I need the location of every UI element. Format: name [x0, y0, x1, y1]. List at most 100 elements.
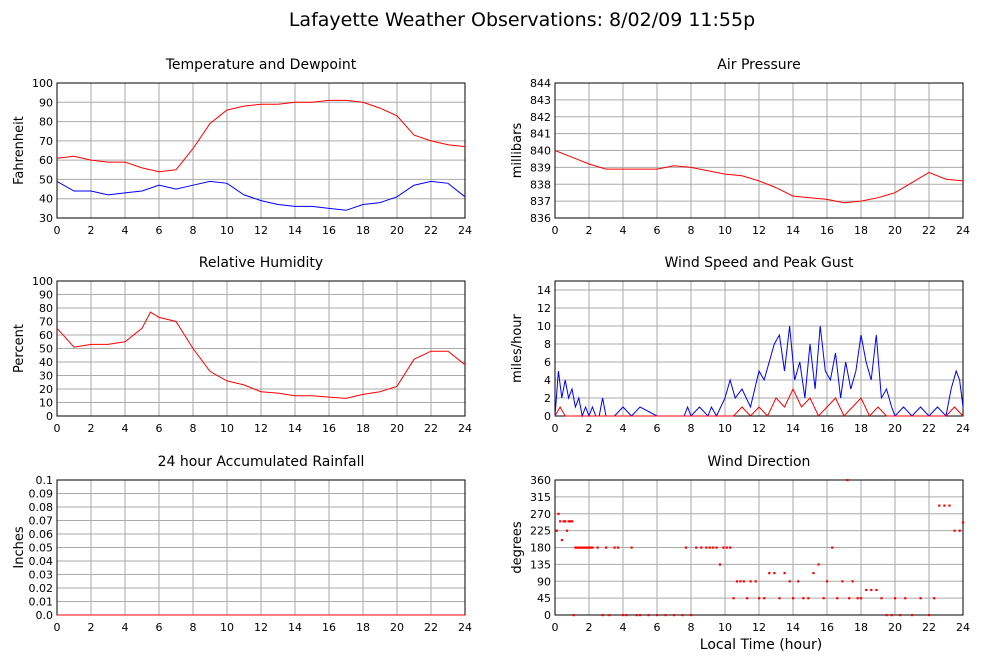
y-tick-label: 100: [32, 77, 53, 90]
data-point: [841, 580, 844, 583]
data-point: [746, 597, 749, 600]
data-point: [718, 563, 722, 566]
x-tick-label: 24: [956, 224, 970, 237]
x-tick-label: 18: [356, 422, 370, 435]
data-point: [555, 529, 558, 532]
x-tick-label: 8: [190, 422, 197, 435]
y-tick-label: 0.03: [29, 569, 54, 582]
x-tick-label: 14: [786, 224, 800, 237]
data-point: [768, 572, 771, 575]
data-point: [557, 512, 560, 515]
data-point: [681, 614, 684, 617]
x-tick-label: 24: [458, 224, 472, 237]
y-tick-label: 0.1: [36, 474, 54, 487]
chart-title: Wind Direction: [708, 454, 811, 470]
y-tick-label: 0: [544, 609, 551, 622]
x-tick-label: 8: [190, 621, 197, 634]
data-point: [904, 597, 907, 600]
x-tick-label: 16: [820, 621, 834, 634]
data-point: [938, 504, 941, 507]
data-point: [586, 546, 589, 549]
y-tick-label: 842: [530, 111, 551, 124]
data-point: [788, 580, 791, 583]
y-tick-label: 14: [537, 284, 551, 297]
data-point: [708, 546, 711, 549]
x-tick-label: 6: [654, 224, 661, 237]
data-point: [885, 614, 888, 617]
x-tick-label: 10: [220, 422, 234, 435]
data-point: [797, 580, 800, 583]
x-tick-label: 0: [552, 422, 559, 435]
x-tick-label: 6: [156, 224, 163, 237]
x-tick-label: 14: [288, 621, 302, 634]
x-tick-label: 18: [854, 422, 868, 435]
x-tick-label: 2: [586, 422, 593, 435]
y-tick-label: 20: [39, 383, 53, 396]
y-tick-label: 0.07: [29, 515, 54, 528]
data-point: [958, 529, 961, 532]
x-tick-label: 4: [122, 224, 129, 237]
x-tick-label: 12: [254, 224, 268, 237]
data-point: [700, 546, 703, 549]
y-tick-label: 0.06: [29, 528, 54, 541]
y-tick-label: 45: [537, 592, 551, 605]
data-point: [616, 546, 620, 549]
y-tick-label: 841: [530, 128, 551, 141]
x-tick-label: 0: [552, 621, 559, 634]
y-tick-label: 80: [39, 302, 53, 315]
x-tick-label: 22: [424, 224, 438, 237]
y-tick-label: 0.05: [29, 542, 54, 555]
y-tick-label: 135: [530, 558, 551, 571]
y-tick-label: 10: [39, 397, 53, 410]
x-tick-label: 0: [54, 224, 61, 237]
x-tick-label: 4: [122, 422, 129, 435]
data-point: [826, 580, 829, 583]
plot-frame: [554, 479, 964, 616]
y-tick-label: 0.0: [36, 609, 54, 622]
x-tick-label: 2: [88, 224, 95, 237]
plot-frame: [554, 280, 964, 417]
series-line-0: [56, 311, 466, 399]
x-tick-label: 0: [54, 422, 61, 435]
data-point: [722, 546, 725, 549]
x-tick-label: 20: [888, 224, 902, 237]
y-tick-label: 0.09: [29, 488, 54, 501]
series-line-0: [554, 150, 964, 204]
series-line-0: [56, 99, 466, 173]
data-point: [802, 597, 805, 600]
x-tick-label: 12: [752, 621, 766, 634]
x-tick-label: 6: [156, 621, 163, 634]
y-tick-label: 90: [537, 575, 551, 588]
y-tick-label: 0: [46, 410, 53, 423]
data-point: [647, 614, 650, 617]
chart-title: Air Pressure: [717, 57, 800, 73]
x-tick-label: 12: [254, 621, 268, 634]
data-point: [962, 521, 965, 524]
data-point: [588, 546, 591, 549]
data-point: [569, 520, 572, 523]
x-tick-label: 4: [620, 422, 627, 435]
data-point: [559, 520, 562, 523]
x-tick-label: 14: [786, 422, 800, 435]
series-line-0: [554, 325, 964, 418]
data-point: [725, 546, 728, 549]
data-point: [729, 546, 732, 549]
chart-title: Wind Speed and Peak Gust: [665, 255, 854, 271]
data-point: [684, 546, 688, 549]
data-point: [865, 588, 868, 592]
series-line-1: [56, 180, 466, 211]
y-axis-label: degrees: [510, 521, 525, 574]
data-point: [953, 529, 956, 532]
y-tick-label: 8: [544, 338, 551, 351]
data-point: [664, 614, 667, 617]
data-point: [792, 597, 795, 600]
x-tick-label: 18: [356, 224, 370, 237]
data-point: [928, 614, 931, 617]
y-tick-label: 315: [530, 491, 551, 504]
x-tick-label: 10: [718, 422, 732, 435]
x-tick-label: 0: [54, 621, 61, 634]
y-tick-label: 80: [39, 116, 53, 129]
data-point: [836, 597, 839, 600]
